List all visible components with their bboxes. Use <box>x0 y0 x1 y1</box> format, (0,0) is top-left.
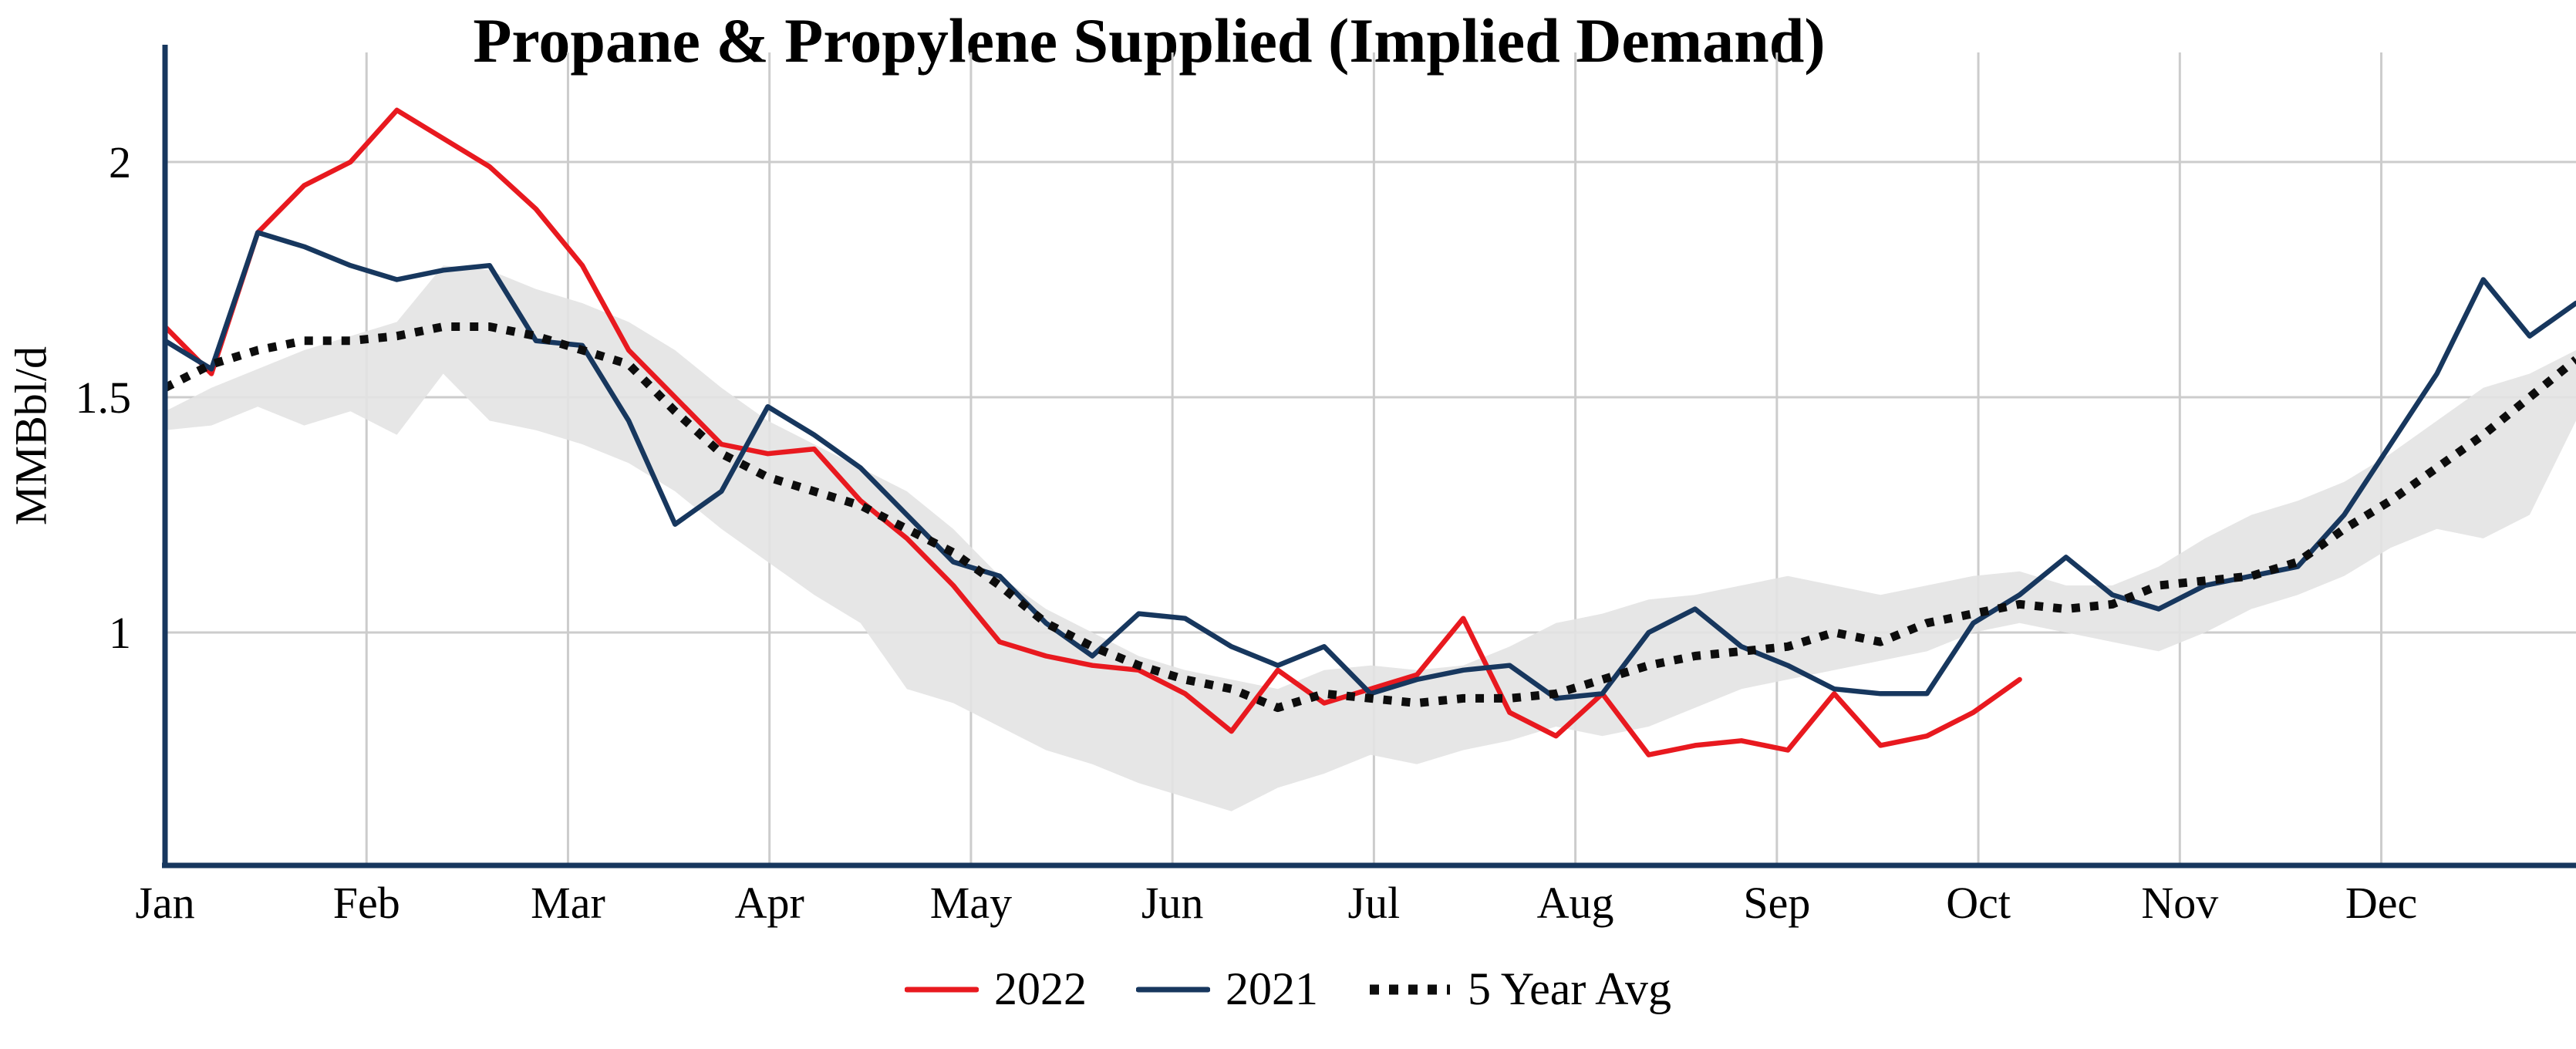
legend-swatch-2022-line <box>905 987 979 992</box>
y-tick-label: 1 <box>109 608 131 658</box>
x-tick-label-oct: Oct <box>1946 878 2011 928</box>
x-tick-label-mar: Mar <box>531 878 605 928</box>
legend-swatch-2021-line <box>1136 987 1211 992</box>
legend-label-5yr-avg: 5 Year Avg <box>1468 963 1671 1014</box>
y-tick-label: 2 <box>109 137 131 187</box>
x-tick-label-apr: Apr <box>735 878 804 928</box>
x-tick-label-feb: Feb <box>333 878 400 928</box>
x-tick-label-nov: Nov <box>2141 878 2218 928</box>
y-tick-label: 1.5 <box>76 373 132 423</box>
x-tick-label-jul: Jul <box>1348 878 1401 928</box>
x-tick-label-sep: Sep <box>1743 878 1810 928</box>
series-line-5-year-avg <box>163 322 2576 713</box>
x-tick-label-aug: Aug <box>1537 878 1614 928</box>
x-tick-label-may: May <box>930 878 1012 928</box>
legend-label-2022: 2022 <box>994 963 1087 1014</box>
chart-title: Propane & Propylene Supplied (Implied De… <box>473 5 1826 76</box>
series-line-2022 <box>162 107 2022 757</box>
five-year-range-band <box>165 265 2576 811</box>
x-tick-label-jan: Jan <box>135 878 194 928</box>
x-tick-label-jun: Jun <box>1141 878 1204 928</box>
legend-swatch-5yr-avg-dotted-line <box>1370 984 1451 994</box>
legend: 2022 2021 5 Year Avg <box>0 963 2576 1016</box>
legend-item-2021: 2021 <box>1136 963 1318 1016</box>
legend-item-2022: 2022 <box>905 963 1087 1016</box>
legend-label-2021: 2021 <box>1226 963 1319 1014</box>
legend-item-5yr-avg: 5 Year Avg <box>1367 963 1671 1016</box>
x-tick-label-dec: Dec <box>2345 878 2417 928</box>
